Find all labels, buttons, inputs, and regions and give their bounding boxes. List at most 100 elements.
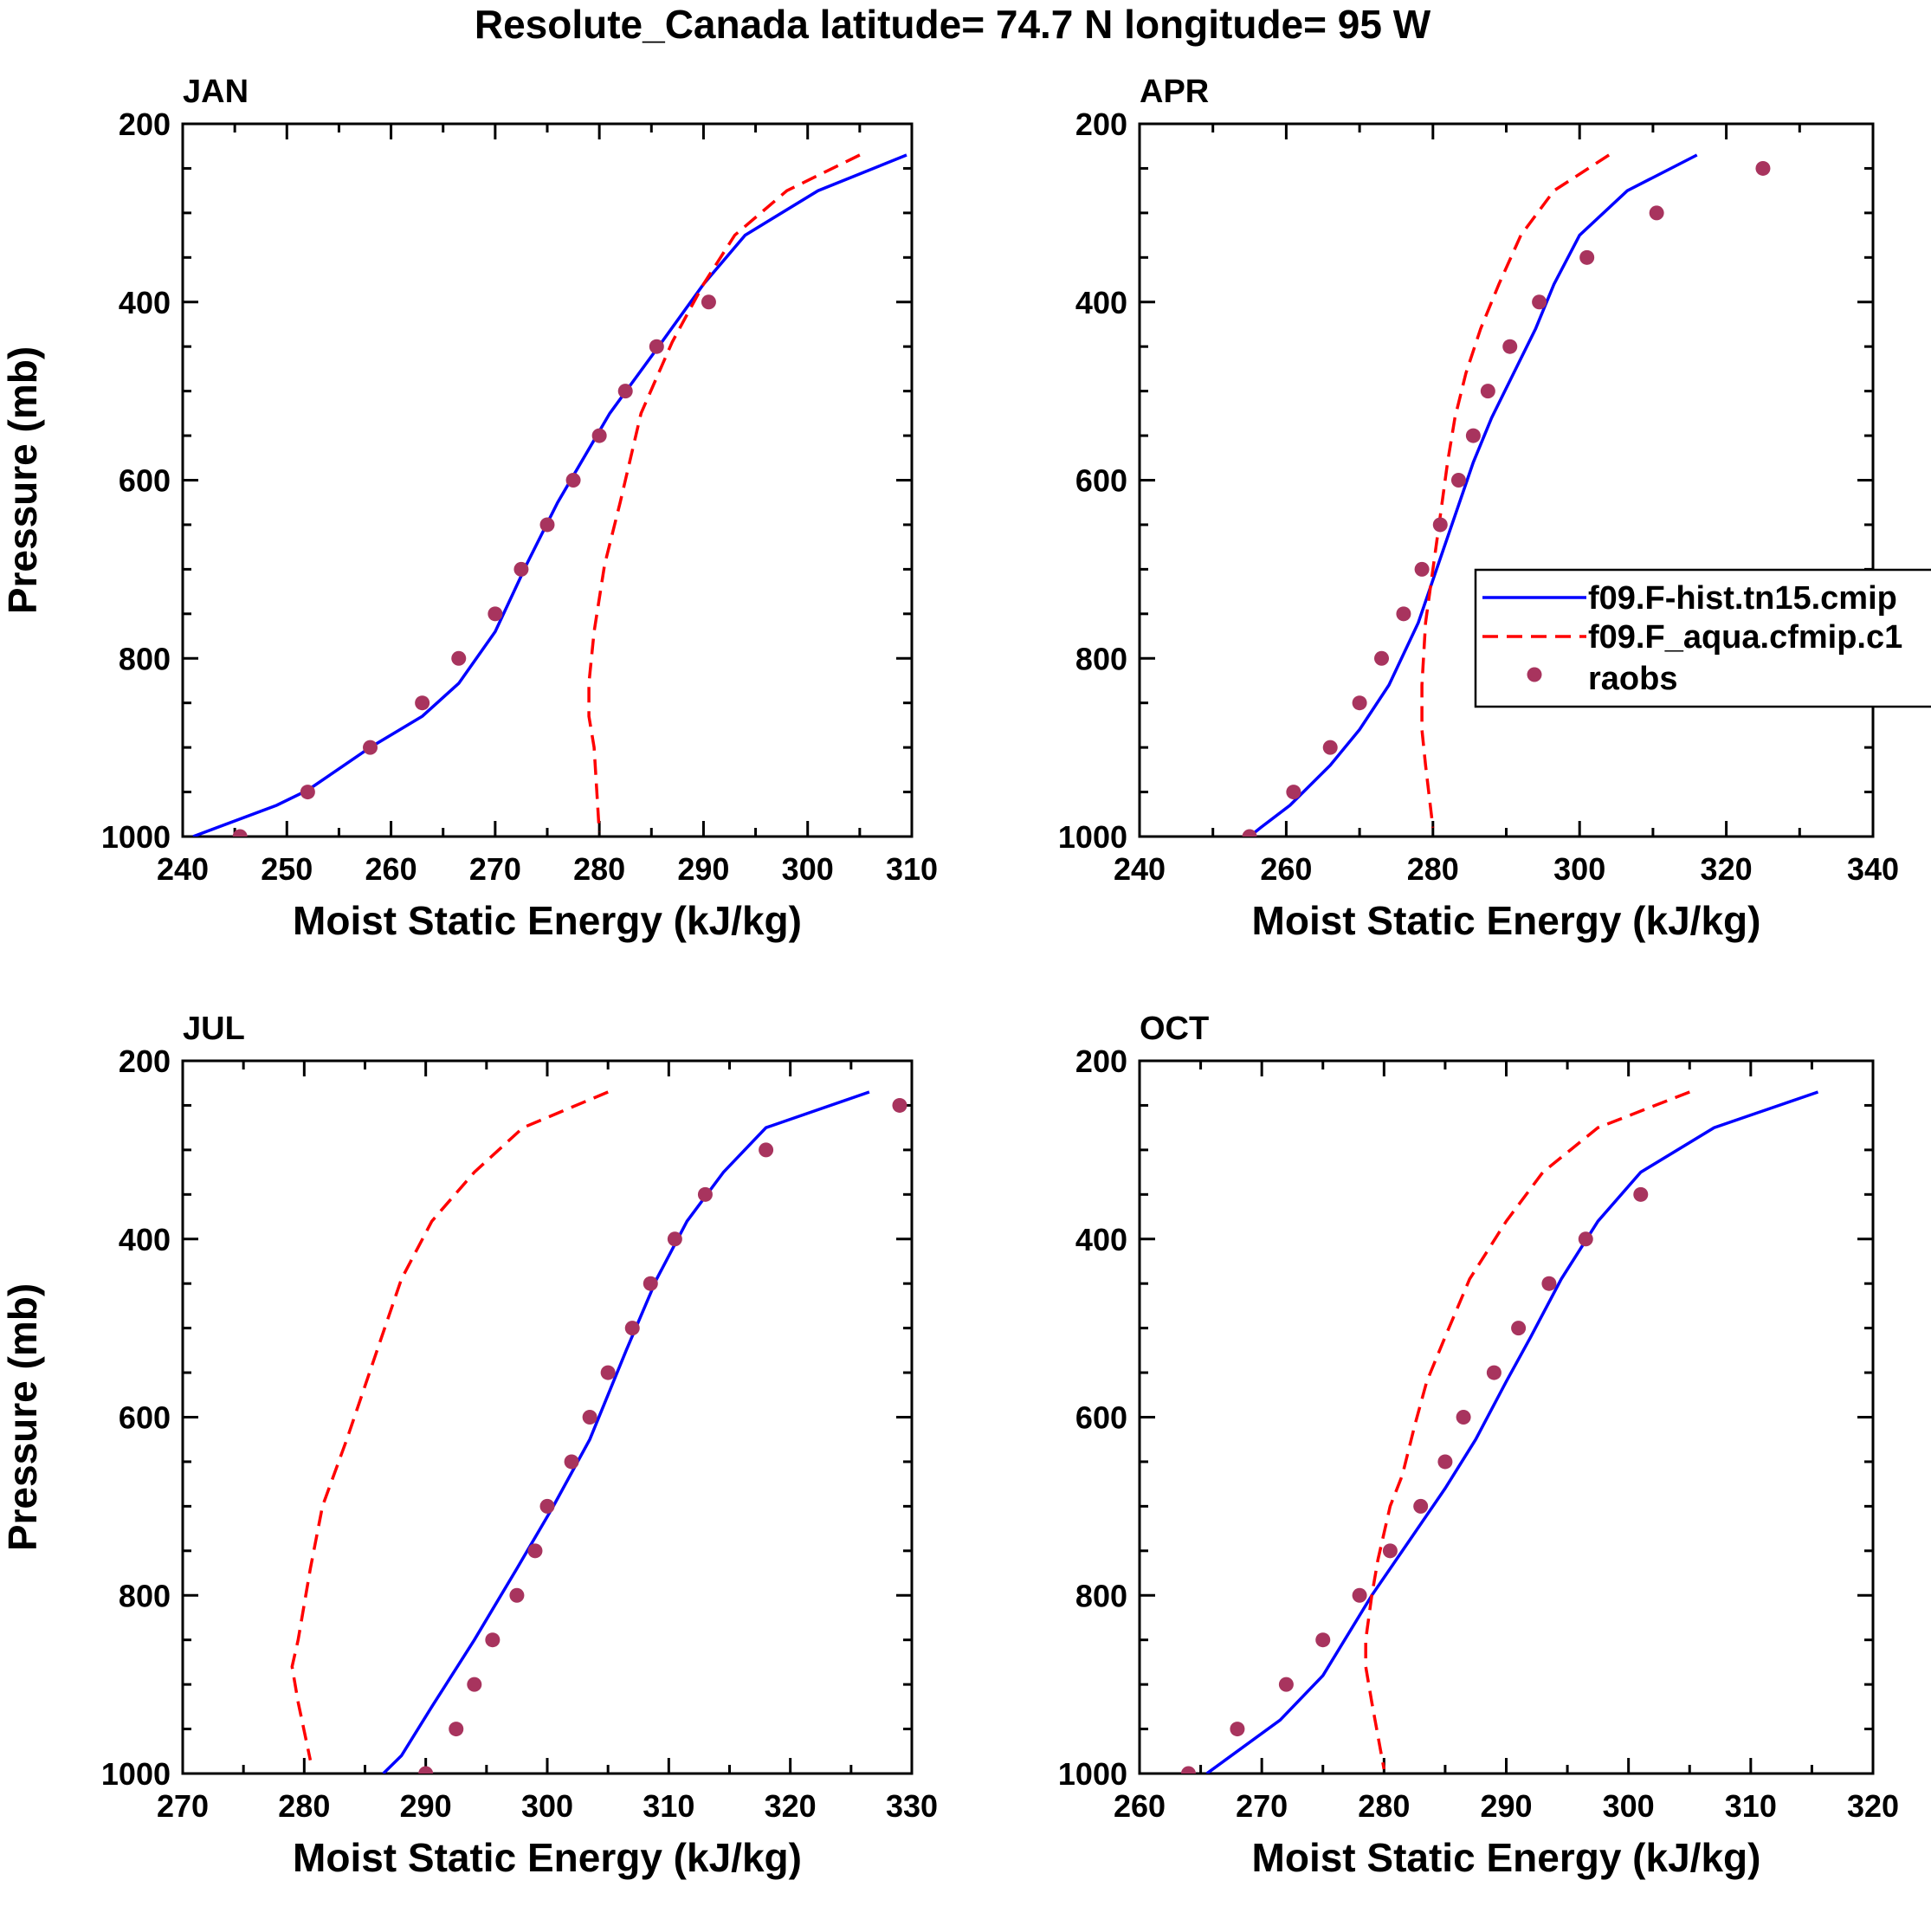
- raobs-point: [1480, 384, 1495, 399]
- raobs-point: [1755, 160, 1771, 176]
- raobs-point: [600, 1365, 616, 1380]
- x-tick-label: 280: [278, 1788, 330, 1824]
- data-group: [1242, 153, 1771, 837]
- raobs-point: [527, 1543, 543, 1559]
- y-axis-label: Pressure (mb): [0, 346, 45, 614]
- raobs-point: [582, 1410, 597, 1425]
- y-tick-label: 400: [119, 285, 171, 320]
- raobs-point: [624, 1321, 640, 1336]
- x-tick-label: 270: [469, 851, 521, 887]
- raobs-point: [485, 1632, 501, 1648]
- x-tick-label: 320: [1847, 1788, 1899, 1824]
- raobs-point: [1413, 1498, 1429, 1514]
- raobs-point: [1486, 1365, 1502, 1380]
- raobs-point: [488, 606, 503, 622]
- raobs-point: [667, 1231, 682, 1247]
- x-tick-label: 300: [1603, 1788, 1655, 1824]
- data-group: [1180, 1090, 1819, 1774]
- raobs-point: [1352, 695, 1367, 711]
- panel-jul: JUL 270 280 290 300 310 320 330 200 400 600 800 1000…: [0, 1011, 938, 1880]
- y-tick-label: 200: [119, 107, 171, 142]
- raobs-point: [591, 428, 607, 443]
- y-tick-label: 400: [119, 1222, 171, 1257]
- plot-frame: [1138, 122, 1875, 838]
- x-tick-label: 240: [1114, 851, 1166, 887]
- raobs-point: [509, 1587, 525, 1603]
- x-tick-label: 240: [157, 851, 209, 887]
- x-tick-label: 290: [677, 851, 729, 887]
- y-tick-label: 800: [119, 1578, 171, 1613]
- raobs-point: [415, 695, 430, 711]
- y-tick-label: 600: [119, 463, 171, 499]
- raobs-point: [617, 384, 633, 399]
- raobs-point: [513, 561, 529, 577]
- raobs-point: [449, 1722, 464, 1737]
- raobs-point: [1352, 1587, 1367, 1603]
- legend-label: f09.F_aqua.cfmip.c1: [1588, 619, 1902, 656]
- raobs-point: [363, 740, 378, 755]
- x-tick-label: 310: [1725, 1788, 1777, 1824]
- raobs-point: [1450, 473, 1466, 488]
- raobs-point: [1541, 1276, 1557, 1291]
- x-tick-label: 330: [886, 1788, 938, 1824]
- plot-frame: [181, 122, 914, 838]
- y-tick-label: 200: [119, 1044, 171, 1079]
- y-tick-label: 600: [119, 1400, 171, 1436]
- x-tick-label: 290: [400, 1788, 452, 1824]
- raobs-point: [649, 339, 664, 354]
- x-tick-label: 260: [1114, 1788, 1166, 1824]
- series-line-f09-f-aqua-cfmip-c1: [290, 1090, 609, 1761]
- x-tick-label: 310: [886, 851, 938, 887]
- x-tick-label: 340: [1847, 851, 1899, 887]
- legend: f09.F-hist.tn15.cmipf09.F_aqua.cfmip.c1r…: [1474, 568, 1931, 708]
- x-tick-label: 280: [1407, 851, 1459, 887]
- x-tick-label: 250: [261, 851, 313, 887]
- x-tick-label: 260: [1260, 851, 1312, 887]
- raobs-point: [1456, 1410, 1471, 1425]
- raobs-point: [1396, 606, 1411, 622]
- raobs-point: [1532, 294, 1547, 310]
- y-tick-label: 1000: [101, 1756, 171, 1792]
- series-line-f09-f-aqua-cfmip-c1: [587, 153, 861, 833]
- series-line-f09-f-aqua-cfmip-c1: [1364, 1090, 1690, 1770]
- series-line-f09-f-aqua-cfmip-c1: [1420, 153, 1611, 828]
- x-tick-label: 320: [1701, 851, 1753, 887]
- raobs-point: [1230, 1722, 1245, 1737]
- raobs-point: [701, 294, 716, 310]
- raobs-point: [643, 1276, 658, 1291]
- x-axis-label: Moist Static Energy (kJ/kg): [293, 898, 802, 943]
- raobs-point: [1180, 1766, 1196, 1774]
- y-tick-label: 200: [1075, 107, 1127, 142]
- series-line-f09-f-hist-tn15-cmip: [1205, 1090, 1819, 1774]
- main-title: Resolute_Canada latitude= 74.7 N longitu…: [475, 2, 1431, 47]
- x-axis-label: Moist Static Energy (kJ/kg): [1252, 1835, 1761, 1880]
- raobs-point: [759, 1142, 774, 1158]
- raobs-point: [1432, 517, 1448, 533]
- y-tick-label: 1000: [1058, 1756, 1127, 1792]
- raobs-point: [1315, 1632, 1331, 1648]
- raobs-point: [1465, 428, 1481, 443]
- raobs-point: [1382, 1543, 1398, 1559]
- raobs-point: [1649, 205, 1664, 221]
- panel-title: JUL: [183, 1011, 245, 1047]
- y-tick-label: 1000: [101, 819, 171, 855]
- x-tick-label: 260: [365, 851, 417, 887]
- raobs-point: [564, 1454, 579, 1470]
- raobs-point: [1633, 1186, 1649, 1202]
- raobs-point: [1242, 829, 1257, 837]
- legend-marker-raobs: [1527, 667, 1542, 682]
- panels-group: JAN 240 250 260 270 280 290 300 310 200 400 600 800 1…: [0, 74, 1931, 1880]
- raobs-point: [1322, 740, 1338, 755]
- raobs-point: [1286, 785, 1301, 800]
- panel-jan: JAN 240 250 260 270 280 290 300 310 200 400 600 800 1…: [0, 74, 938, 943]
- y-tick-label: 600: [1075, 463, 1127, 499]
- y-tick-label: 400: [1075, 1222, 1127, 1257]
- raobs-point: [232, 829, 248, 837]
- panel-title: OCT: [1140, 1011, 1209, 1047]
- x-tick-label: 280: [573, 851, 625, 887]
- x-axis-label: Moist Static Energy (kJ/kg): [293, 1835, 802, 1880]
- raobs-point: [451, 650, 467, 666]
- panel-title: JAN: [183, 74, 249, 110]
- y-tick-label: 800: [1075, 641, 1127, 676]
